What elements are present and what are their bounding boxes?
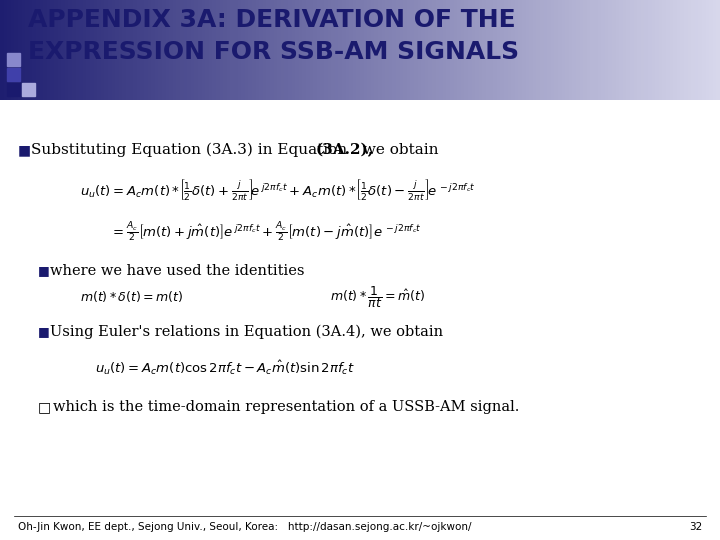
Text: which is the time-domain representation of a USSB-AM signal.: which is the time-domain representation … — [53, 400, 519, 414]
Text: ■: ■ — [38, 326, 50, 339]
Text: 32: 32 — [689, 522, 702, 532]
Text: □: □ — [38, 400, 51, 414]
Text: where we have used the identities: where we have used the identities — [50, 264, 305, 278]
Text: $u_u(t) = A_c m(t)*\!\left[\frac{1}{2}\delta(t)+\frac{j}{2\pi t}\right]\!e^{\,j2: $u_u(t) = A_c m(t)*\!\left[\frac{1}{2}\d… — [80, 178, 476, 202]
Text: Using Euler's relations in Equation (3A.4), we obtain: Using Euler's relations in Equation (3A.… — [50, 325, 443, 339]
Text: APPENDIX 3A: DERIVATION OF THE: APPENDIX 3A: DERIVATION OF THE — [28, 8, 516, 32]
Text: we obtain: we obtain — [358, 143, 438, 157]
Text: Oh-Jin Kwon, EE dept., Sejong Univ., Seoul, Korea:   http://dasan.sejong.ac.kr/~: Oh-Jin Kwon, EE dept., Sejong Univ., Seo… — [18, 522, 472, 532]
Text: $m(t)*\delta(t) = m(t)$: $m(t)*\delta(t) = m(t)$ — [80, 289, 184, 305]
Text: $m(t)*\dfrac{1}{\pi t} = \hat{m}(t)$: $m(t)*\dfrac{1}{\pi t} = \hat{m}(t)$ — [330, 284, 425, 310]
Text: ■: ■ — [38, 265, 50, 278]
Text: ■: ■ — [18, 143, 31, 157]
Bar — [22, 83, 35, 96]
Bar — [7, 83, 20, 96]
Text: $=\frac{A_c}{2}\left[m(t)+j\hat{m}(t)\right]e^{\,j2\pi f_c t} + \frac{A_c}{2}\le: $=\frac{A_c}{2}\left[m(t)+j\hat{m}(t)\ri… — [110, 220, 422, 244]
Text: $u_u(t) = A_c m(t)\cos 2\pi f_c t - A_c\hat{m}(t)\sin 2\pi f_c t$: $u_u(t) = A_c m(t)\cos 2\pi f_c t - A_c\… — [95, 359, 355, 377]
Text: EXPRESSION FOR SSB-AM SIGNALS: EXPRESSION FOR SSB-AM SIGNALS — [28, 40, 519, 64]
Bar — [7, 68, 20, 81]
Text: Substituting Equation (3A.3) in Equation: Substituting Equation (3A.3) in Equation — [31, 143, 352, 157]
Text: (3A.2),: (3A.2), — [316, 143, 374, 157]
Bar — [7, 53, 20, 66]
